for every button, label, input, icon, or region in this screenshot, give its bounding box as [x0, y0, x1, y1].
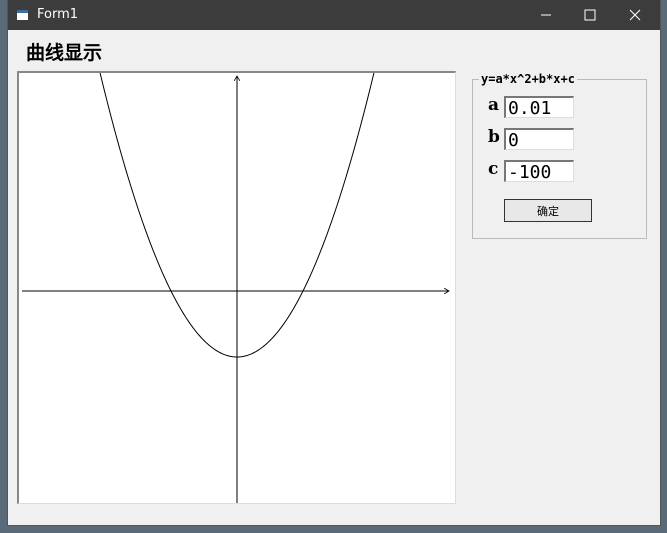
- field-label: a: [488, 95, 500, 115]
- field-label: c: [488, 159, 499, 179]
- field-input[interactable]: 0.01: [504, 96, 574, 119]
- field-label: b: [488, 127, 500, 147]
- window-title: Form1: [37, 7, 79, 22]
- plot-box: [17, 0, 456, 504]
- title-bar: Form1: [8, 0, 660, 30]
- field-input[interactable]: -100: [504, 160, 574, 183]
- field-input[interactable]: 0: [504, 128, 574, 151]
- plot: [22, 0, 455, 503]
- ok-button[interactable]: 确定: [504, 199, 592, 222]
- heading: 曲线显示: [26, 42, 103, 64]
- group-title: y=a*x^2+b*x+c: [479, 72, 577, 86]
- app-icon: [17, 10, 28, 20]
- window: Form1 曲线显示 y=a*x^2+b*x+c a 0.01 b 0 c -100 确定: [8, 0, 660, 525]
- window-controls[interactable]: [528, 0, 660, 30]
